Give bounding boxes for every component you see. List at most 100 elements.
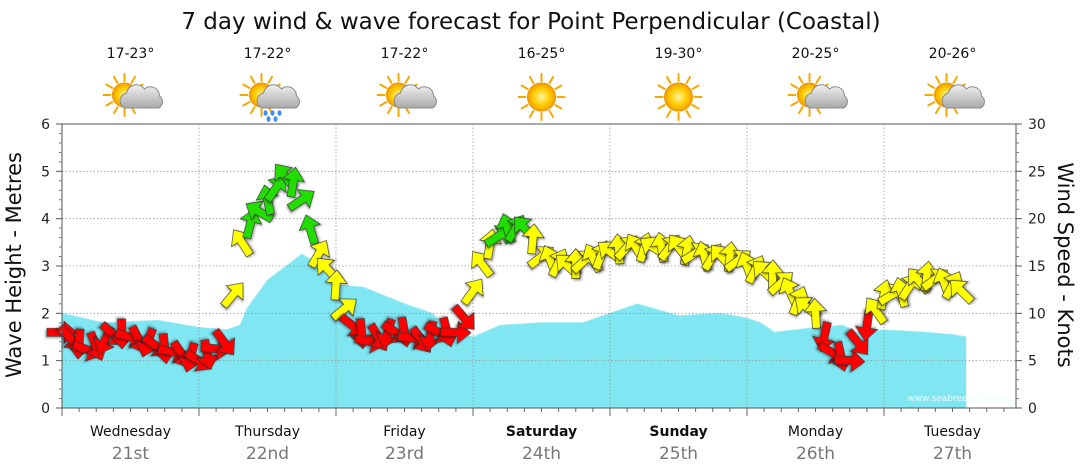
left-tick-label: 4 [41, 212, 50, 228]
left-tick-label: 0 [41, 401, 50, 417]
wind-arrow [329, 298, 357, 322]
day-temperature-range: 20-26° [929, 46, 977, 62]
sun-ray [548, 109, 554, 118]
sun-ray [529, 109, 535, 118]
rain-drop [277, 110, 282, 116]
left-tick-label: 5 [41, 164, 50, 180]
chart-title: 7 day wind & wave forecast for Point Per… [181, 9, 880, 35]
sun-ray [691, 104, 700, 110]
day-date-label: 24th [522, 444, 561, 464]
sun-ray [242, 83, 251, 89]
sun-ray [927, 101, 936, 107]
sun-ray [529, 76, 535, 85]
sun-ray [105, 83, 114, 89]
sun-ray [267, 75, 273, 84]
sun-ray [387, 106, 393, 115]
day-temperature-range: 19-30° [655, 46, 703, 62]
wind-arrow [460, 278, 484, 307]
wind-arrow [451, 303, 475, 330]
wind-arrow [803, 297, 828, 329]
right-tick-label: 15 [1028, 259, 1046, 275]
wind-arrow [298, 214, 322, 246]
y-axis-label-left: Wave Height - Metres [2, 152, 26, 378]
sunny-icon [654, 73, 703, 121]
sunny-icon [517, 73, 566, 121]
right-tick-label: 0 [1028, 401, 1037, 417]
wind-arrow [324, 269, 348, 301]
wind-arrow [211, 328, 236, 356]
wind-arrow [220, 282, 244, 309]
sun-ray [105, 101, 114, 107]
day-temperature-range: 16-25° [518, 46, 566, 62]
sun-ray [685, 76, 691, 85]
day-date-label: 22nd [246, 444, 289, 464]
day-date-label: 23rd [385, 444, 424, 464]
day-date-label: 25th [659, 444, 698, 464]
day-temperature-range: 17-22° [381, 46, 429, 62]
partly-cloudy-icon [924, 73, 985, 117]
right-tick-label: 25 [1028, 164, 1046, 180]
sun-disc [664, 82, 693, 112]
wind-arrow [245, 200, 275, 224]
rain-drop [263, 110, 268, 116]
day-date-label: 27th [933, 444, 972, 464]
sun-ray [657, 104, 666, 110]
rain-drop [270, 110, 275, 116]
sun-ray [935, 106, 941, 115]
watermark: www.seabreeze.com.au [907, 394, 1014, 404]
left-tick-label: 1 [41, 354, 50, 370]
sun-ray [790, 101, 799, 107]
sun-ray [404, 75, 410, 84]
left-tick-label: 2 [41, 306, 50, 322]
day-name-label: Tuesday [923, 424, 981, 440]
sun-ray [250, 75, 256, 84]
sun-ray [691, 84, 700, 90]
wind-arrow [521, 223, 545, 255]
cloud-shape [393, 84, 437, 109]
cloud-shape [119, 84, 163, 109]
sun-ray [554, 84, 563, 90]
left-tick-label: 6 [41, 117, 50, 133]
axes: 0 1 2 3 4 5 6 0 5 10 15 20 25 30 Wednesday 21st Thursday… [41, 117, 1046, 464]
sun-disc [527, 82, 556, 112]
rain-drop [273, 116, 278, 122]
showers-icon [239, 73, 300, 122]
y-axis-label-right: Wind Speed - Knots [1053, 162, 1077, 367]
sun-ray [790, 83, 799, 89]
sun-ray [657, 84, 666, 90]
sun-ray [520, 104, 529, 110]
sun-ray [113, 75, 119, 84]
day-temperature-range: 17-23° [107, 46, 155, 62]
sun-ray [242, 101, 251, 107]
sun-ray [666, 109, 672, 118]
sun-ray [554, 104, 563, 110]
day-name-label: Monday [788, 424, 843, 440]
sun-ray [685, 109, 691, 118]
cloud-shape [941, 84, 985, 109]
day-temperature-range: 17-22° [244, 46, 292, 62]
partly-cloudy-icon [787, 73, 848, 117]
cloud-shape [804, 84, 848, 109]
cloud-shape [256, 84, 300, 109]
wind-arrow [950, 279, 976, 305]
sun-ray [130, 75, 136, 84]
day-name-label: Thursday [234, 424, 300, 440]
sun-ray [379, 101, 388, 107]
day-name-label: Wednesday [90, 424, 171, 440]
wind-arrow [239, 208, 263, 240]
day-temperature-range: 20-25° [792, 46, 840, 62]
sun-ray [548, 76, 554, 85]
wind-arrow [307, 239, 330, 269]
right-tick-label: 5 [1028, 354, 1037, 370]
wind-arrow [263, 175, 287, 203]
wind-arrow [281, 166, 306, 198]
sun-ray [666, 76, 672, 85]
rain-drop [266, 116, 271, 122]
sun-ray [935, 75, 941, 84]
sun-ray [952, 75, 958, 84]
right-tick-label: 10 [1028, 306, 1046, 322]
sun-ray [798, 106, 804, 115]
weather-row: 17-23° 17-22° 17-22° 16-25° 19-30° 20-25° 20-2… [102, 46, 985, 122]
day-date-label: 21st [112, 444, 149, 464]
